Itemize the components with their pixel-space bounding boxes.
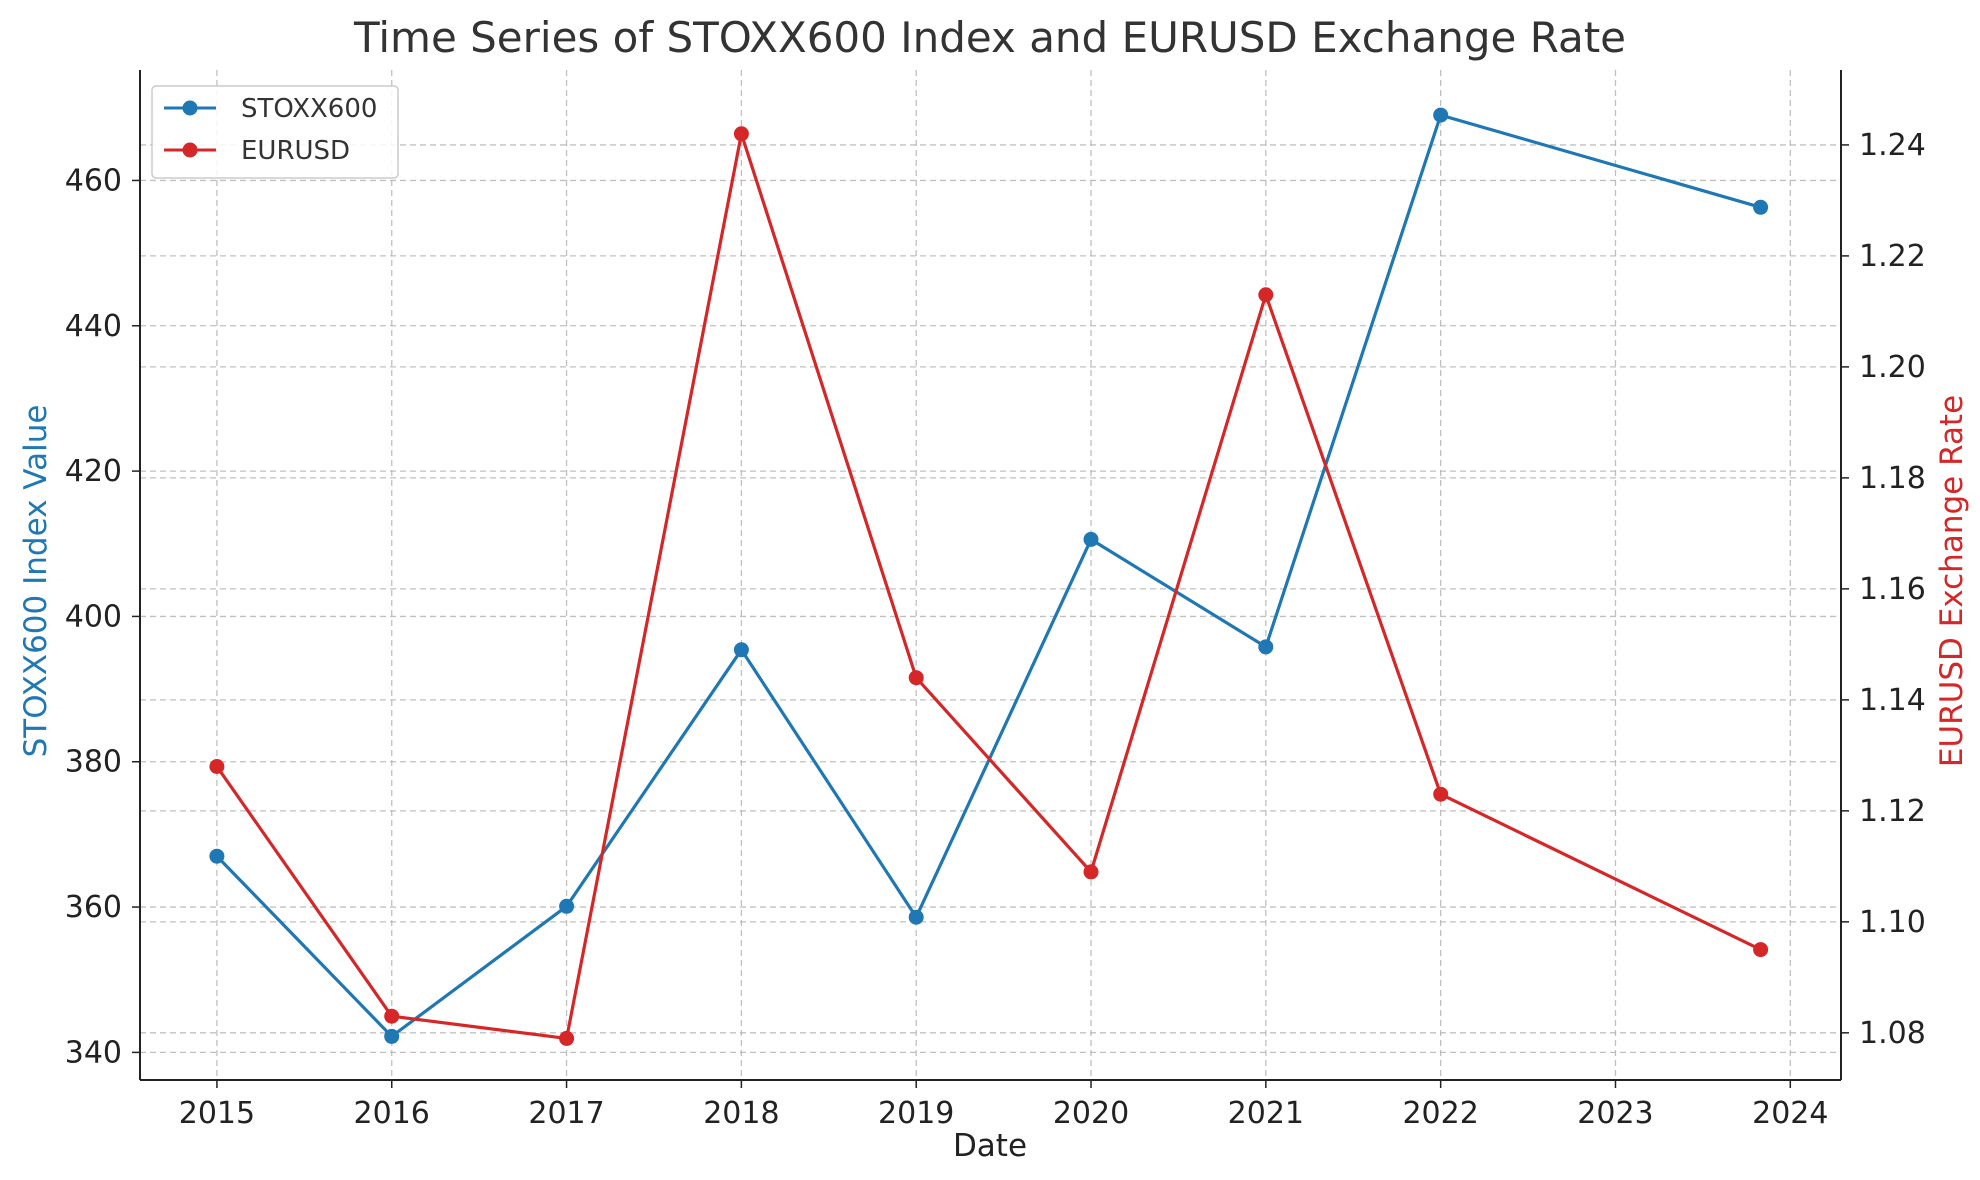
x-tick-label: 2016 (354, 1096, 430, 1131)
y-right-tick-label: 1.22 (1859, 239, 1926, 274)
y-left-tick-label: 440 (65, 309, 122, 344)
data-point-eurusd (209, 759, 225, 774)
data-point-stoxx600 (559, 898, 575, 914)
y-right-tick-label: 1.16 (1859, 572, 1926, 607)
data-point-stoxx600 (384, 1028, 400, 1044)
data-point-stoxx600 (733, 642, 749, 658)
legend-entry-eurusd: EURUSD (164, 136, 350, 166)
y-left-tick-label: 380 (65, 745, 122, 780)
x-tick-label: 2015 (179, 1096, 255, 1131)
legend-label-eurusd: EURUSD (241, 136, 350, 166)
x-tick-label: 2017 (528, 1096, 604, 1131)
y-right-tick-label: 1.20 (1859, 350, 1926, 385)
data-point-eurusd (1753, 942, 1769, 958)
y-right-tick-label: 1.24 (1859, 128, 1926, 163)
data-point-eurusd (384, 1008, 400, 1024)
legend: STOXX600 EURUSD (151, 85, 399, 179)
data-point-eurusd (908, 670, 924, 686)
y-left-tick-label: 340 (65, 1035, 122, 1070)
data-point-eurusd (1083, 864, 1099, 880)
y-right-tick-label: 1.12 (1859, 794, 1926, 829)
y-left-tick-label: 360 (65, 890, 122, 925)
data-point-eurusd (1258, 287, 1274, 303)
x-axis-label: Date (953, 1128, 1027, 1164)
chart-title: Time Series of STOXX600 Index and EURUSD… (353, 13, 1626, 62)
y-left-tick-label: 460 (65, 163, 122, 198)
y-right-tick-label: 1.10 (1859, 905, 1926, 940)
legend-marker-stoxx600 (182, 100, 198, 116)
data-point-stoxx600 (209, 848, 225, 864)
legend-entry-stoxx600: STOXX600 (164, 94, 377, 124)
legend-marker-eurusd (182, 142, 198, 158)
data-point-stoxx600 (908, 909, 924, 925)
data-point-stoxx600 (1258, 639, 1274, 655)
x-tick-label: 2019 (878, 1096, 954, 1131)
y-right-tick-label: 1.18 (1859, 461, 1926, 496)
series-line-stoxx600 (215, 113, 1762, 1039)
y-axis-left-label: STOXX600 Index Value (18, 405, 54, 758)
x-tick-label: 2020 (1053, 1096, 1129, 1131)
series-line-eurusd (215, 132, 1762, 1041)
y-left-tick-label: 400 (65, 599, 122, 634)
y-right-tick-label: 1.08 (1859, 1016, 1926, 1051)
data-point-stoxx600 (1753, 199, 1769, 215)
x-tick-label: 2022 (1402, 1096, 1478, 1131)
data-point-eurusd (1433, 786, 1449, 802)
x-tick-label: 2018 (703, 1096, 779, 1131)
y-right-tick-label: 1.14 (1859, 683, 1926, 718)
x-tick-label: 2023 (1577, 1096, 1653, 1131)
data-point-stoxx600 (1083, 531, 1099, 547)
y-axis-right-label: EURUSD Exchange Rate (1934, 395, 1970, 767)
x-tick-label: 2021 (1228, 1096, 1304, 1131)
x-tick-label: 2024 (1752, 1096, 1828, 1131)
legend-label-stoxx600: STOXX600 (241, 94, 377, 124)
data-point-stoxx600 (1433, 107, 1449, 123)
y-left-tick-label: 420 (65, 454, 122, 489)
data-point-eurusd (559, 1030, 575, 1046)
data-point-eurusd (733, 126, 749, 142)
